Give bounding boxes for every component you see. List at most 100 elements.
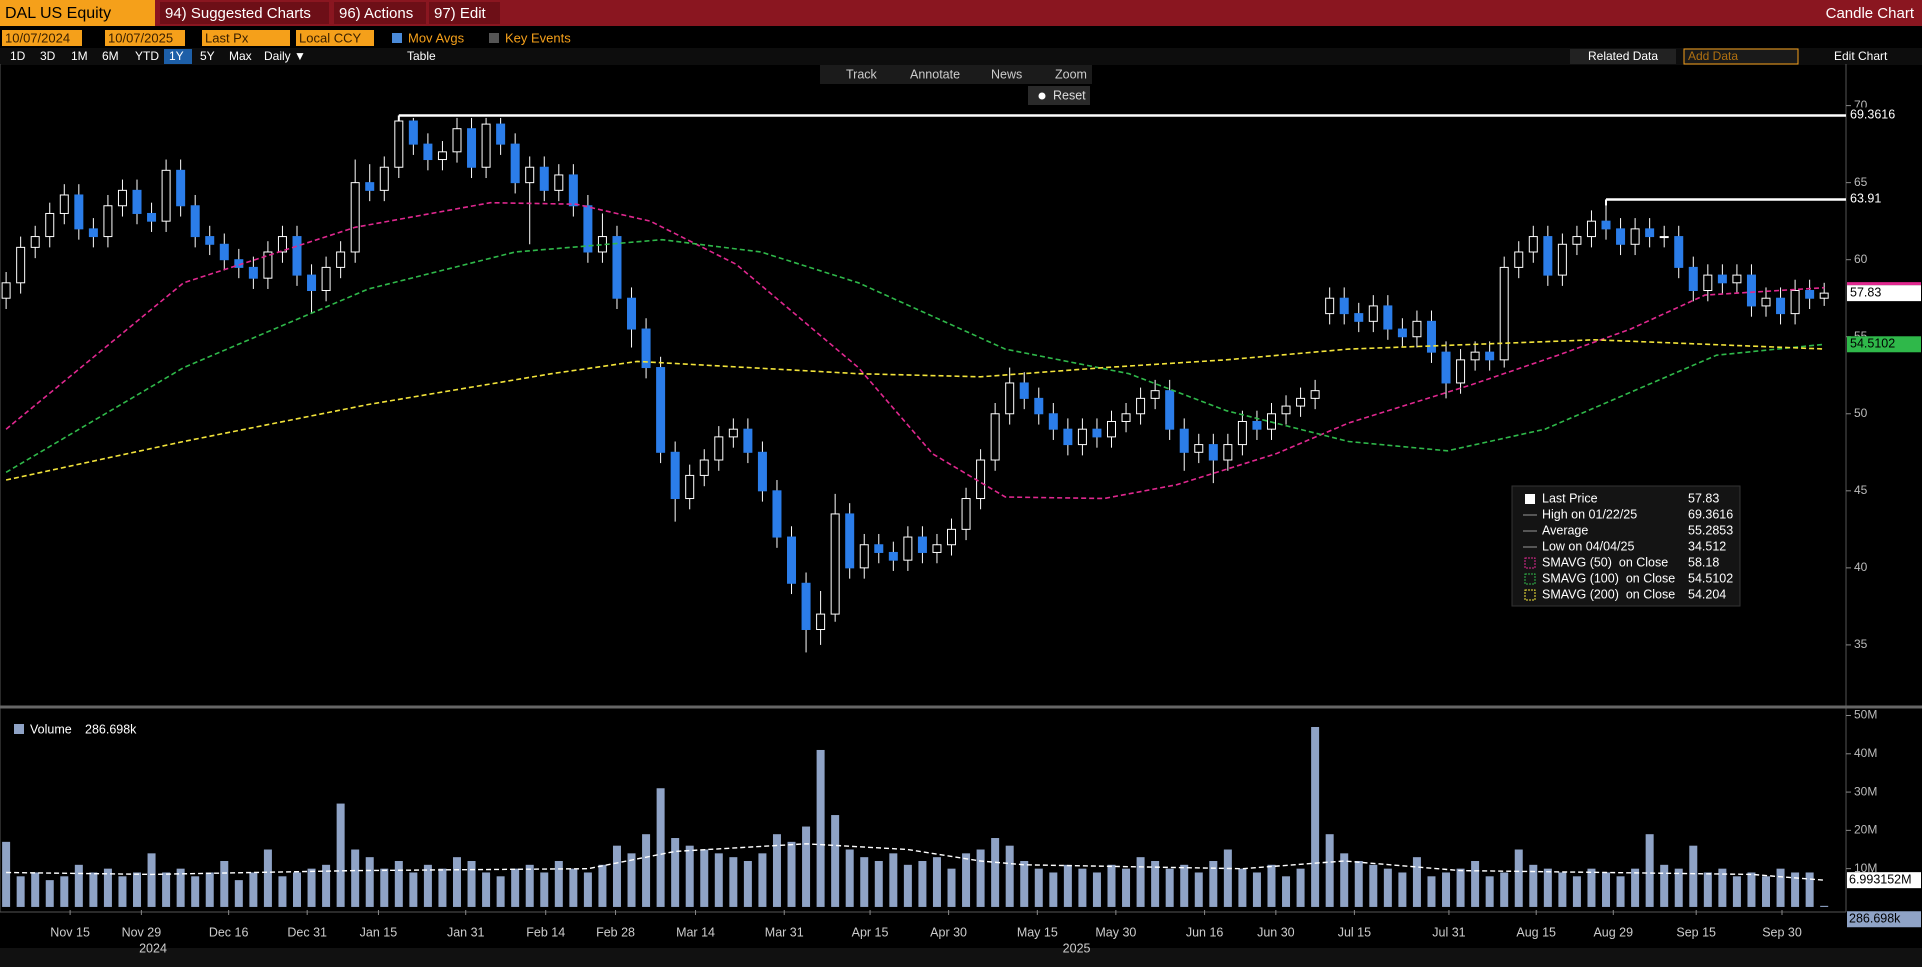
related-data-box[interactable]	[1570, 49, 1676, 64]
volume-bar	[1194, 872, 1203, 907]
menu-button[interactable]	[160, 2, 329, 24]
volume-bar	[962, 853, 971, 907]
menu-label[interactable]: 96) Actions	[339, 5, 413, 22]
currency-box[interactable]	[296, 30, 374, 46]
candle-body	[1412, 320, 1422, 338]
volume-bar	[671, 838, 680, 907]
volume-bar	[1645, 834, 1654, 907]
volume-bar	[16, 876, 25, 907]
volume-bar	[322, 864, 331, 907]
candle-body	[656, 367, 666, 453]
tool-button[interactable]: Zoom	[1055, 67, 1087, 81]
table-button[interactable]: Table	[407, 49, 436, 63]
volume-bar	[743, 860, 752, 907]
option-label[interactable]: Mov Avgs	[408, 30, 465, 45]
volume-bar	[642, 834, 651, 907]
price-tag-label: 57.83	[1850, 285, 1881, 299]
volume-tag-label: 6.993152M	[1849, 872, 1912, 886]
menu-button[interactable]	[429, 2, 500, 24]
volume-bar	[1063, 864, 1072, 907]
reset-button[interactable]: Reset	[1053, 88, 1086, 102]
field-box[interactable]	[202, 30, 290, 46]
candle-body	[743, 428, 753, 453]
candle-body	[1674, 236, 1684, 268]
add-data[interactable]: Add Data	[1688, 49, 1738, 63]
range-button[interactable]: 1D	[10, 49, 26, 63]
candle-body	[16, 246, 26, 284]
volume-bar	[1209, 860, 1218, 907]
candle-body	[1339, 297, 1349, 315]
volume-bar	[278, 876, 287, 907]
ticker[interactable]: DAL US Equity	[5, 5, 111, 22]
candle-body	[830, 513, 840, 615]
volume-bar	[1165, 868, 1174, 907]
range-button[interactable]: YTD	[135, 49, 159, 63]
x-tick-label: Jul 15	[1338, 925, 1371, 939]
volume-bar	[1660, 864, 1669, 907]
field[interactable]: Last Px	[205, 30, 249, 45]
range-button[interactable]: Max	[229, 49, 252, 63]
candle-body	[976, 459, 986, 500]
candle-body	[888, 551, 898, 561]
end-date[interactable]: 10/07/2025	[108, 30, 173, 45]
range-button[interactable]: 1M	[71, 49, 88, 63]
checkbox[interactable]	[392, 33, 402, 43]
range-button[interactable]: 5Y	[200, 49, 215, 63]
volume-bar	[438, 868, 447, 907]
candle-body	[932, 544, 942, 553]
end-date-box[interactable]	[105, 30, 185, 46]
candle-body	[1630, 228, 1640, 245]
related-data[interactable]: Related Data	[1588, 49, 1658, 63]
candle-body	[481, 123, 491, 168]
checkbox[interactable]	[489, 33, 499, 43]
volume-bar	[336, 803, 345, 907]
reset-icon[interactable]	[1038, 92, 1046, 100]
candle-body	[1121, 413, 1131, 422]
volume-bar	[1340, 853, 1349, 907]
volume-bar	[351, 849, 360, 907]
legend-value: 58.18	[1688, 555, 1719, 569]
candle-body	[947, 528, 957, 546]
legend-value: 57.83	[1688, 491, 1719, 505]
tool-button[interactable]: Track	[846, 67, 878, 81]
candle-body	[1252, 420, 1262, 430]
currency[interactable]: Local CCY	[299, 30, 361, 45]
candle-body	[1223, 444, 1233, 461]
range-button[interactable]: 1Y	[169, 49, 184, 63]
add-data-box[interactable]	[1683, 48, 1799, 65]
candle-body	[685, 474, 695, 500]
x-tick-label: Jan 31	[447, 925, 485, 939]
ticker-box[interactable]	[0, 0, 155, 26]
candle-body	[714, 436, 724, 461]
start-date-box[interactable]	[2, 30, 82, 46]
candle-body	[1368, 305, 1378, 322]
range-selected[interactable]	[164, 49, 192, 64]
range-button[interactable]: 6M	[102, 49, 119, 63]
volume-bar	[554, 860, 563, 907]
reset-box[interactable]	[1028, 86, 1090, 105]
volume-bar	[1136, 857, 1145, 907]
volume-bar	[191, 876, 200, 907]
candle-body	[801, 582, 811, 630]
option-label[interactable]: Key Events	[505, 30, 571, 45]
menu-label[interactable]: 97) Edit	[434, 5, 487, 22]
tool-button[interactable]: News	[991, 67, 1022, 81]
volume-bar	[133, 872, 142, 907]
tool-button[interactable]: Annotate	[910, 67, 960, 81]
volume-bar	[1354, 860, 1363, 907]
volume-bar	[263, 849, 272, 907]
candle-body	[147, 212, 157, 222]
menu-label[interactable]: 94) Suggested Charts	[165, 5, 311, 22]
candle-body	[1645, 228, 1655, 238]
volume-bar	[1034, 868, 1043, 907]
range-button[interactable]: 3D	[40, 49, 56, 63]
volume-bar	[1616, 876, 1625, 907]
frequency[interactable]: Daily ▼	[264, 49, 306, 63]
x-tick-label: Sep 15	[1676, 925, 1716, 939]
y-tick-label: 60	[1854, 252, 1868, 266]
x-tick-label: May 30	[1095, 925, 1136, 939]
menu-button[interactable]	[334, 2, 426, 24]
start-date[interactable]: 10/07/2024	[5, 30, 70, 45]
edit-chart[interactable]: Edit Chart	[1834, 49, 1888, 63]
